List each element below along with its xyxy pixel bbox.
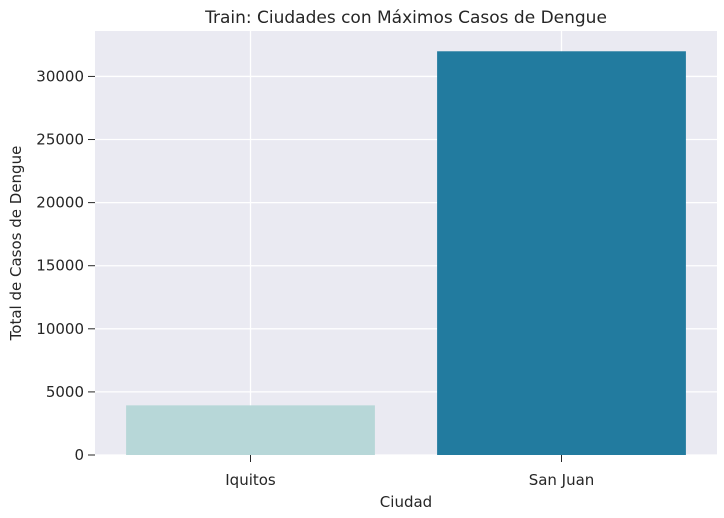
chart-title: Train: Ciudades con Máximos Casos de Den… (204, 8, 607, 28)
y-axis-label: Total de Casos de Dengue (7, 146, 25, 342)
x-tick-label: Iquitos (225, 471, 276, 489)
x-tick-label: San Juan (529, 471, 595, 489)
bars (126, 51, 686, 455)
y-tick-label: 15000 (36, 257, 84, 275)
y-tick-label: 0 (74, 446, 84, 464)
y-tick-label: 10000 (36, 320, 84, 338)
y-tick-label: 30000 (36, 67, 84, 85)
x-tick-labels: Iquitos San Juan (225, 471, 594, 489)
tick-marks (88, 75, 562, 462)
y-tick-labels: 0 5000 10000 15000 20000 25000 30000 (36, 67, 84, 464)
y-tick-label: 20000 (36, 194, 84, 212)
x-axis-label: Ciudad (380, 493, 432, 511)
bar-iquitos (126, 405, 375, 455)
bar-san-juan (437, 51, 686, 455)
y-tick-label: 25000 (36, 131, 84, 149)
y-tick-label: 5000 (46, 383, 84, 401)
